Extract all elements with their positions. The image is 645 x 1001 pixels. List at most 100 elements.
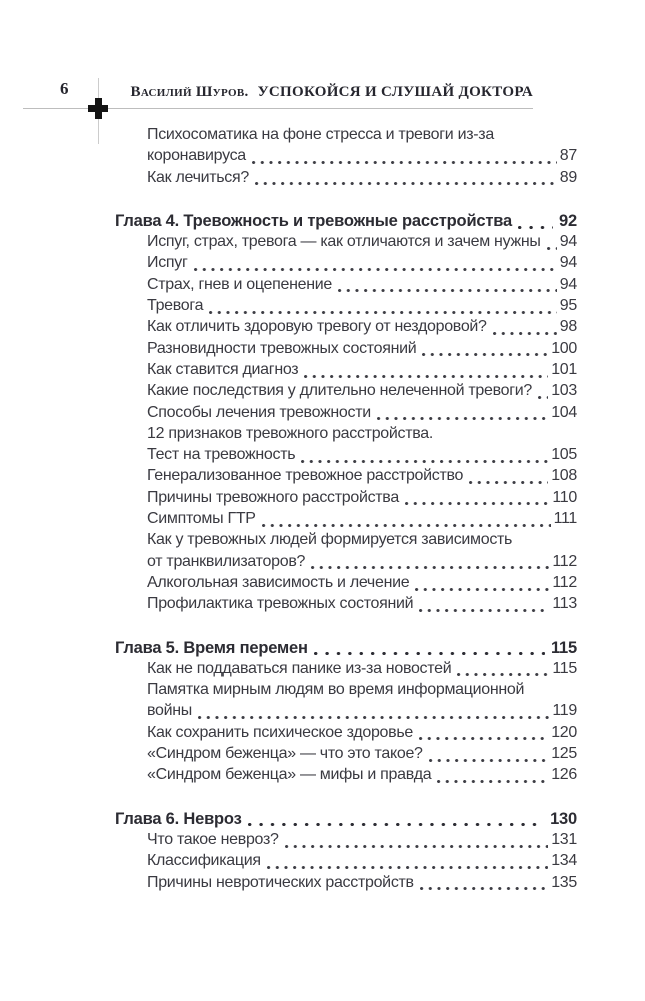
cross-mark-icon xyxy=(88,98,108,119)
dot-leader xyxy=(469,467,549,488)
running-head-book-title: УСПОКОЙСЯ И СЛУШАЙ ДОКТОРА xyxy=(257,84,533,100)
toc-entry-row: войны 119 xyxy=(115,702,577,723)
dot-leader xyxy=(419,874,549,895)
toc-page-number: 110 xyxy=(552,488,577,506)
dot-leader xyxy=(538,382,549,403)
toc-page-number: 94 xyxy=(559,233,578,251)
toc-entry-title: Алкогольная зависимость и лечение xyxy=(147,573,410,591)
dot-leader xyxy=(428,745,549,766)
dot-leader xyxy=(415,574,550,595)
toc-entry-title: Профилактика тревожных состояний xyxy=(147,595,414,613)
running-head-author: Василий Шуров. xyxy=(130,84,249,100)
toc-entry-row: коронавируса 87 xyxy=(115,147,577,168)
toc-page-number: 92 xyxy=(559,211,577,230)
toc-entry-row: Испуг, страх, тревога — как отличаются и… xyxy=(115,233,577,254)
toc-chapter-title: Глава 6. Невроз xyxy=(115,809,242,828)
toc-chapter-title: Глава 5. Время перемен xyxy=(115,638,308,657)
toc-page-number: 101 xyxy=(551,360,577,378)
toc-page-number: 89 xyxy=(559,168,578,186)
toc-entry-row: 12 признаков тревожного расстройства. xyxy=(115,425,577,446)
toc-page-number: 87 xyxy=(559,147,578,165)
toc-entry-row: Причины невротических расстройств 135 xyxy=(115,874,577,895)
toc-entry-title: коронавируса xyxy=(147,147,246,165)
toc-entry-title: Как ставится диагноз xyxy=(147,360,299,378)
toc-entry-title: Как не поддаваться панике из-за новостей xyxy=(147,659,452,677)
toc-page-number: 130 xyxy=(550,809,577,828)
dot-leader xyxy=(419,724,549,745)
dot-leader xyxy=(404,489,550,510)
toc-entry-title: Причины невротических расстройств xyxy=(147,873,414,891)
toc-entry-row: Разновидности тревожных состояний 100 xyxy=(115,340,577,361)
dot-leader xyxy=(304,361,549,382)
toc-entry-row: Испуг 94 xyxy=(115,254,577,275)
toc-entry-row: Алкогольная зависимость и лечение 112 xyxy=(115,574,577,595)
toc-entry-row: Как ставится диагноз 101 xyxy=(115,361,577,382)
toc-entry-row: от транквилизаторов? 112 xyxy=(115,553,577,574)
toc-entry-title: Симптомы ГТР xyxy=(147,510,256,528)
toc-entry-title: Тревога xyxy=(147,297,204,315)
toc-entry-title: войны xyxy=(147,702,192,720)
toc-entry-title: Тест на тревожность xyxy=(147,446,296,464)
dot-leader xyxy=(422,340,549,361)
toc-page-number: 103 xyxy=(551,382,577,400)
toc-entry-title: «Синдром беженца» — что это такое? xyxy=(147,745,423,763)
toc-chapter-row: Глава 6. Невроз 130 xyxy=(115,810,577,831)
toc-page-number: 125 xyxy=(551,745,577,763)
toc-page-number: 94 xyxy=(559,275,578,293)
table-of-contents: Психосоматика на фоне стресса и тревоги … xyxy=(115,126,577,895)
toc-entry-title: Причины тревожного расстройства xyxy=(147,488,399,506)
toc-entry-title: Классификация xyxy=(147,852,261,870)
toc-entry-row: Психосоматика на фоне стресса и тревоги … xyxy=(115,126,577,147)
toc-entry-title: «Синдром беженца» — мифы и правда xyxy=(147,766,432,784)
dot-leader xyxy=(546,233,557,254)
toc-entry-row: Профилактика тревожных состояний 113 xyxy=(115,595,577,616)
toc-page-number: 100 xyxy=(551,339,577,357)
dot-leader xyxy=(284,831,549,852)
dot-leader xyxy=(338,276,557,297)
toc-section: Глава 5. Время перемен 115 Как не поддават… xyxy=(115,639,577,788)
toc-page-number: 105 xyxy=(551,446,577,464)
toc-page-number: 104 xyxy=(551,403,577,421)
header-rule xyxy=(23,108,533,109)
toc-page-number: 112 xyxy=(552,573,577,591)
dot-leader xyxy=(311,553,550,574)
dot-leader xyxy=(301,446,549,467)
dot-leader xyxy=(266,852,549,873)
toc-entry-row: Что такое невроз? 131 xyxy=(115,831,577,852)
dot-leader xyxy=(209,297,557,318)
toc-page-number: 126 xyxy=(551,766,577,784)
dot-leader xyxy=(457,660,550,681)
toc-entry-title: Памятка мирным людям во время информацио… xyxy=(147,681,525,699)
toc-entry-title: Генерализованное тревожное расстройство xyxy=(147,467,464,485)
toc-entry-row: «Синдром беженца» — мифы и правда 126 xyxy=(115,766,577,787)
cross-mark-vertical-bar xyxy=(94,98,102,119)
toc-entry-row: Как лечиться? 89 xyxy=(115,169,577,190)
dot-leader xyxy=(517,212,554,233)
toc-chapter-row: Глава 5. Время перемен 115 xyxy=(115,639,577,660)
toc-entry-title: Как лечиться? xyxy=(147,168,249,186)
toc-entry-row: Как сохранить психическое здоровье 120 xyxy=(115,724,577,745)
dot-leader xyxy=(261,510,551,531)
toc-entry-title: Разновидности тревожных состояний xyxy=(147,339,417,357)
toc-entry-row: Как не поддаваться панике из-за новостей… xyxy=(115,660,577,681)
toc-section: Психосоматика на фоне стресса и тревоги … xyxy=(115,126,577,190)
toc-entry-title: Как у тревожных людей формируется зависи… xyxy=(147,531,513,549)
folio-page-number: 6 xyxy=(60,79,69,98)
toc-entry-row: Как отличить здоровую тревогу от нездоро… xyxy=(115,318,577,339)
toc-page-number: 135 xyxy=(551,873,577,891)
dot-leader xyxy=(313,639,546,660)
dot-leader xyxy=(492,318,557,339)
dot-leader xyxy=(437,766,549,787)
toc-section: Глава 6. Невроз 130 Что такое невроз? 131 Кл… xyxy=(115,810,577,895)
toc-section: Глава 4. Тревожность и тревожные расстро… xyxy=(115,212,577,617)
toc-page-number: 108 xyxy=(551,467,577,485)
dot-leader xyxy=(419,595,550,616)
toc-page-number: 112 xyxy=(552,552,577,570)
toc-page-number: 95 xyxy=(559,297,578,315)
toc-entry-title: Страх, гнев и оцепенение xyxy=(147,275,333,293)
dot-leader xyxy=(198,702,550,723)
toc-entry-row: Причины тревожного расстройства 110 xyxy=(115,489,577,510)
dot-leader xyxy=(251,147,557,168)
toc-entry-title: от транквилизаторов? xyxy=(147,552,306,570)
